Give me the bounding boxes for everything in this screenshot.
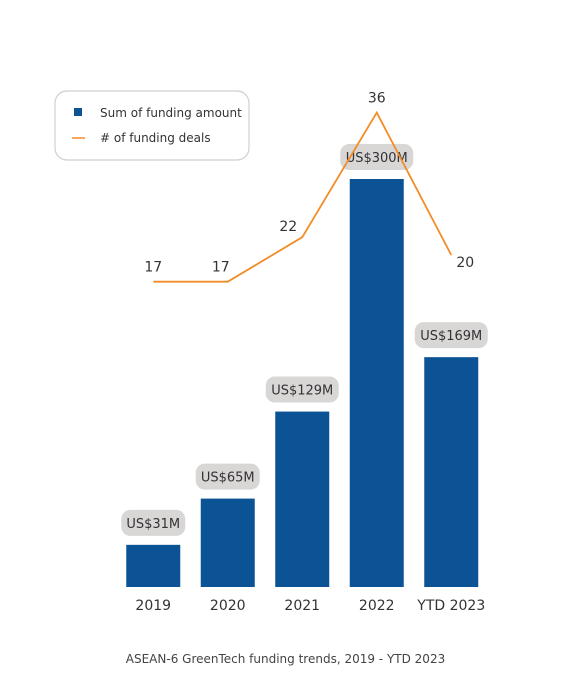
deals-label-2019: 17 xyxy=(144,260,162,276)
bar-label-bg-ytd-2023 xyxy=(414,322,488,349)
line-labels-layer: 17 17 22 36 20 xyxy=(144,91,474,276)
bar-label-ytd-2023: US$169M xyxy=(420,329,482,344)
x-tick-2021: 2021 xyxy=(284,598,320,614)
legend-label-funding-deals: # of funding deals xyxy=(100,131,211,145)
x-tick-2019: 2019 xyxy=(135,598,171,614)
bar-labels-layer: US$31M US$65M US$129M US$300M US$169M xyxy=(121,144,488,536)
x-tick-ytd-2023: YTD 2023 xyxy=(416,598,485,614)
legend: Sum of funding amount # of funding deals xyxy=(54,90,250,161)
deals-label-2021: 22 xyxy=(279,219,297,235)
bar-ytd-2023 xyxy=(424,357,479,587)
legend-label-funding-amount: Sum of funding amount xyxy=(100,106,242,120)
x-tick-2020: 2020 xyxy=(210,598,246,614)
bar-label-2021: US$129M xyxy=(271,384,333,399)
x-tick-2022: 2022 xyxy=(359,598,395,614)
chart-caption: ASEAN-6 GreenTech funding trends, 2019 -… xyxy=(126,652,445,666)
deals-label-ytd-2023: 20 xyxy=(456,255,474,271)
x-axis-ticks: 2019 2020 2021 2022 YTD 2023 xyxy=(135,598,485,614)
bar-2022 xyxy=(349,179,404,587)
bar-label-2019: US$31M xyxy=(126,517,180,532)
legend-bar-swatch xyxy=(74,108,82,116)
legend-box xyxy=(54,90,250,161)
bars-layer xyxy=(126,179,479,587)
bar-2021 xyxy=(275,411,330,587)
deals-label-2020: 17 xyxy=(212,260,230,276)
bar-label-2020: US$65M xyxy=(201,471,255,486)
bar-2020 xyxy=(200,498,255,587)
bar-label-bg-2022 xyxy=(340,144,414,170)
deals-label-2022: 36 xyxy=(368,91,386,107)
bar-label-2022: US$300M xyxy=(346,151,408,166)
bar-label-bg-2019 xyxy=(121,509,186,536)
bar-label-bg-2021 xyxy=(265,376,339,403)
bar-2019 xyxy=(126,544,181,587)
deals-line xyxy=(153,110,453,283)
line-layer xyxy=(153,110,453,283)
bar-label-bg-2020 xyxy=(195,463,260,490)
